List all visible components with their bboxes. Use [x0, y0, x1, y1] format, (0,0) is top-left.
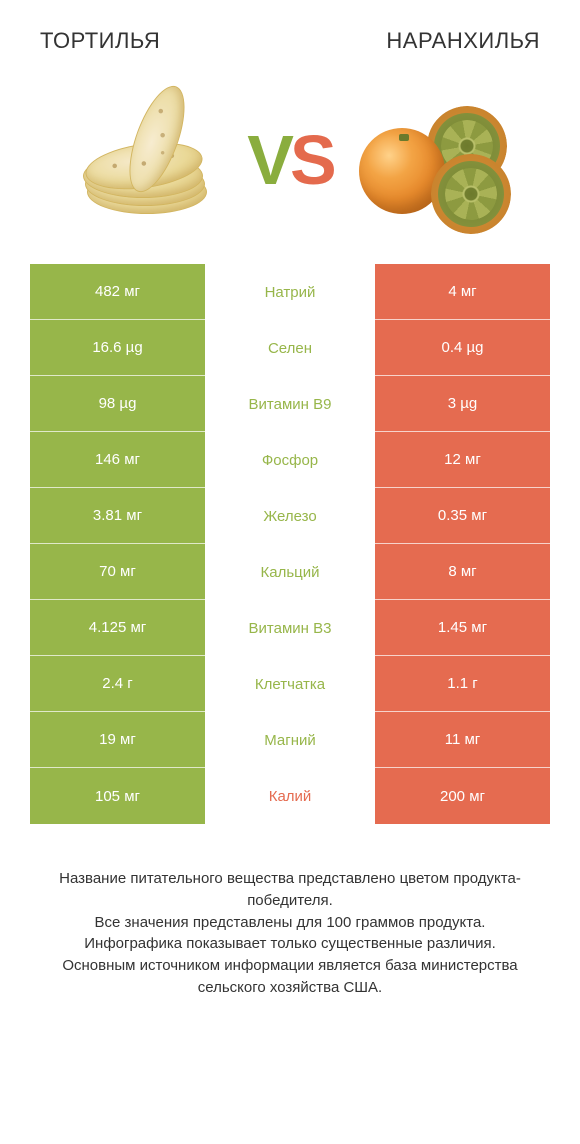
nutrient-label: Клетчатка	[205, 656, 375, 712]
table-row: 19 мгМагний11 мг	[30, 712, 550, 768]
naranjilla-image	[357, 100, 507, 220]
nutrient-label: Витамин B3	[205, 600, 375, 656]
vs-s: S	[290, 121, 333, 199]
right-value-cell: 12 мг	[375, 432, 550, 488]
table-row: 3.81 мгЖелезо0.35 мг	[30, 488, 550, 544]
right-value-cell: 4 мг	[375, 264, 550, 320]
table-row: 146 мгФосфор12 мг	[30, 432, 550, 488]
left-value-cell: 482 мг	[30, 264, 205, 320]
right-value-cell: 3 µg	[375, 376, 550, 432]
tortilla-image	[73, 100, 223, 220]
table-row: 2.4 гКлетчатка1.1 г	[30, 656, 550, 712]
nutrient-label: Фосфор	[205, 432, 375, 488]
left-value-cell: 3.81 мг	[30, 488, 205, 544]
vs-label: VS	[247, 125, 332, 195]
left-value-cell: 16.6 µg	[30, 320, 205, 376]
table-row: 105 мгКалий200 мг	[30, 768, 550, 824]
nutrient-label: Магний	[205, 712, 375, 768]
left-value-cell: 105 мг	[30, 768, 205, 824]
left-value-cell: 19 мг	[30, 712, 205, 768]
right-value-cell: 11 мг	[375, 712, 550, 768]
vs-v: V	[247, 121, 290, 199]
footer-notes: Название питательного вещества представл…	[0, 824, 580, 999]
left-value-cell: 2.4 г	[30, 656, 205, 712]
left-value-cell: 4.125 мг	[30, 600, 205, 656]
footer-line: Название питательного вещества представл…	[34, 868, 546, 912]
table-row: 482 мгНатрий4 мг	[30, 264, 550, 320]
footer-line: Все значения представлены для 100 граммо…	[34, 912, 546, 934]
nutrient-label: Железо	[205, 488, 375, 544]
right-value-cell: 0.35 мг	[375, 488, 550, 544]
table-row: 98 µgВитамин B93 µg	[30, 376, 550, 432]
footer-line: Инфографика показывает только существенн…	[34, 933, 546, 955]
nutrient-label: Витамин B9	[205, 376, 375, 432]
nutrient-label: Кальций	[205, 544, 375, 600]
table-row: 16.6 µgСелен0.4 µg	[30, 320, 550, 376]
left-product-title: ТОРТИЛЬЯ	[40, 28, 160, 54]
left-value-cell: 70 мг	[30, 544, 205, 600]
nutrient-label: Селен	[205, 320, 375, 376]
left-value-cell: 98 µg	[30, 376, 205, 432]
right-value-cell: 200 мг	[375, 768, 550, 824]
hero-row: VS	[0, 64, 580, 264]
nutrient-label: Калий	[205, 768, 375, 824]
header: ТОРТИЛЬЯ НАРАНХИЛЬЯ	[0, 0, 580, 64]
table-row: 70 мгКальций8 мг	[30, 544, 550, 600]
table-row: 4.125 мгВитамин B31.45 мг	[30, 600, 550, 656]
right-value-cell: 1.45 мг	[375, 600, 550, 656]
right-value-cell: 1.1 г	[375, 656, 550, 712]
footer-line: Основным источником информации является …	[34, 955, 546, 999]
nutrient-label: Натрий	[205, 264, 375, 320]
right-product-title: НАРАНХИЛЬЯ	[386, 28, 540, 54]
comparison-table: 482 мгНатрий4 мг16.6 µgСелен0.4 µg98 µgВ…	[0, 264, 580, 824]
left-value-cell: 146 мг	[30, 432, 205, 488]
right-value-cell: 8 мг	[375, 544, 550, 600]
right-value-cell: 0.4 µg	[375, 320, 550, 376]
